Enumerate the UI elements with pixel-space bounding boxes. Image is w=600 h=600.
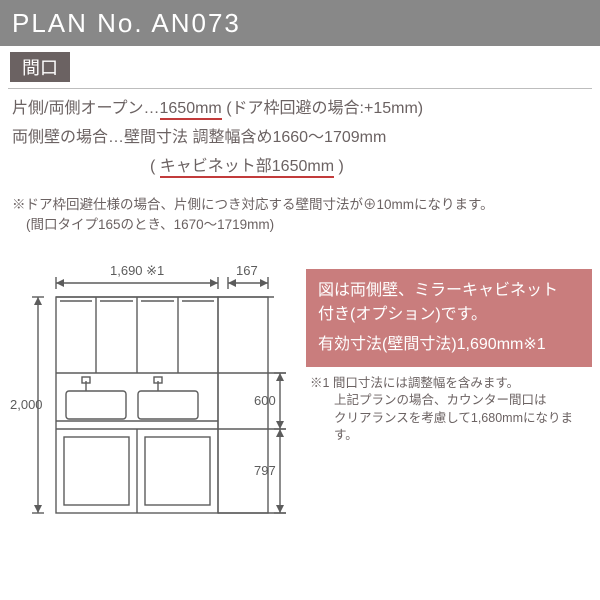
callout-line-2: 付き(オプション)です。 [318,303,580,327]
dim-top-left: 1,690 ※1 [110,263,164,278]
side-note-line-2: 上記プランの場合、カウンター間口は [310,392,588,410]
side-note-line-1: ※1 間口寸法には調整幅を含みます。 [310,375,588,393]
cabinet-diagram: 1,690 ※1 167 2,000 [8,243,298,533]
callout-box: 図は両側壁、ミラーキャビネット 付き(オプション)です。 有効寸法(壁間寸法)1… [306,269,592,367]
plan-title: PLAN No. AN073 [12,8,241,39]
spec-open-value: 1650mm [160,100,222,120]
spec-line-wall-b: ( キャビネット部1650mm ) [12,155,588,180]
note-line-2: (間口タイプ165のとき、1670～1719mm) [12,215,588,235]
spec-line-wall-a: 両側壁の場合…壁間寸法 調整幅含め1660～1709mm [12,126,588,151]
spec-wall-b-suffix: ) [334,158,344,175]
side-note-line-3: クリアランスを考慮して1,680mmになります。 [310,410,588,445]
lower-region: 1,690 ※1 167 2,000 [0,237,600,538]
callout-line-3: 有効寸法(壁間寸法)1,690mm※1 [318,333,580,357]
badge-row: 間口 [0,46,600,84]
diagram-column: 1,690 ※1 167 2,000 [8,243,298,538]
header-bar: PLAN No. AN073 [0,0,600,46]
width-badge: 間口 [10,52,70,82]
dim-top-right: 167 [236,263,258,278]
dim-height-lower: 797 [254,463,276,478]
dim-counter-depth: 600 [254,393,276,408]
spec-wall-b-value: キャビネット部1650mm [160,158,334,178]
note-block: ※ドア枠回避仕様の場合、片側につき対応する壁間寸法が⊕10mmになります。 (間… [8,191,592,236]
note-line-1: ※ドア枠回避仕様の場合、片側につき対応する壁間寸法が⊕10mmになります。 [12,195,588,215]
right-column: 図は両側壁、ミラーキャビネット 付き(オプション)です。 有効寸法(壁間寸法)1… [306,243,592,538]
dim-height-total: 2,000 [10,397,43,412]
callout-line-1: 図は両側壁、ミラーキャビネット [318,279,580,303]
spec-wall-b-prefix: ( [150,158,160,175]
side-note: ※1 間口寸法には調整幅を含みます。 上記プランの場合、カウンター間口は クリア… [306,367,592,445]
spec-block: 片側/両側オープン…1650mm (ドア枠回避の場合:+15mm) 両側壁の場合… [8,88,592,189]
spec-open-prefix: 片側/両側オープン… [12,100,160,117]
spec-line-open: 片側/両側オープン…1650mm (ドア枠回避の場合:+15mm) [12,97,588,122]
spec-open-suffix: (ドア枠回避の場合:+15mm) [222,100,423,117]
